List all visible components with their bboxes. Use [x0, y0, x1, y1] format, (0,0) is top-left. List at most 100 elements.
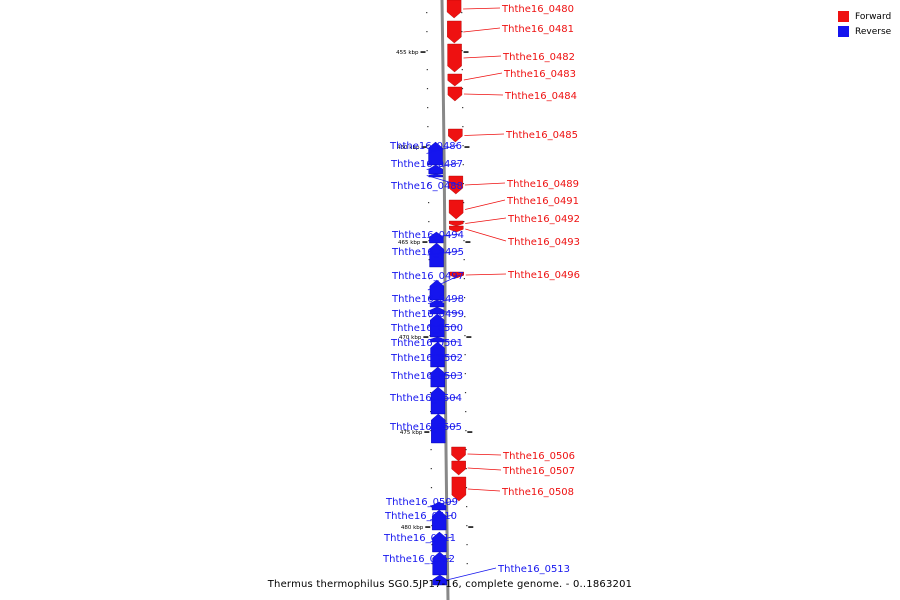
leader-line [463, 72, 503, 81]
gene-label-ththe16_0498[interactable]: Ththe16_0498 [391, 294, 464, 305]
minor-tick [463, 221, 465, 223]
gene-arrow-ththe16_0481[interactable] [447, 20, 462, 44]
gene-label-ththe16_0513[interactable]: Ththe16_0513 [497, 564, 570, 575]
gene-arrow-ththe16_0507[interactable] [451, 460, 466, 476]
gene-label-ththe16_0488[interactable]: Ththe16_0488 [390, 181, 463, 192]
legend-label-reverse: Reverse [855, 26, 892, 37]
gene-label-ththe16_0497[interactable]: Ththe16_0497 [391, 271, 464, 282]
gene-arrow-ththe16_0493[interactable] [449, 225, 464, 233]
scale-ticks: 455 kbp 460 kbp 465 kbp 470 kbp 475 kbp 480 k… [396, 12, 474, 565]
gene-arrow-ththe16_0492[interactable] [449, 220, 464, 227]
minor-tick [465, 430, 467, 432]
leader-line [428, 374, 460, 378]
gene-label-ththe16_0494[interactable]: Ththe16_0494 [391, 230, 464, 241]
minor-tick [431, 563, 433, 565]
minor-tick [430, 468, 432, 470]
minor-tick [461, 50, 463, 52]
scale-tick-label: 460 kbp [397, 145, 420, 151]
minor-tick [462, 107, 464, 109]
gene-label-ththe16_0491[interactable]: Ththe16_0491 [506, 196, 579, 207]
minor-tick [427, 126, 429, 128]
minor-tick [430, 449, 432, 451]
gene-label-ththe16_0486[interactable]: Ththe16_0486 [389, 141, 462, 152]
leader-line [428, 310, 461, 314]
gene-arrow-ththe16_0489[interactable] [448, 175, 464, 195]
minor-tick [466, 525, 468, 527]
major-tick [422, 241, 428, 243]
gene-label-ththe16_0506[interactable]: Ththe16_0506 [502, 451, 575, 462]
gene-label-ththe16_0505[interactable]: Ththe16_0505 [389, 422, 462, 433]
leader-line [430, 514, 454, 521]
gene-label-ththe16_0484[interactable]: Ththe16_0484 [504, 91, 577, 102]
gene-label-ththe16_0492[interactable]: Ththe16_0492 [507, 214, 580, 225]
gene-arrow-ththe16_0508[interactable] [451, 476, 467, 502]
minor-tick [463, 278, 465, 280]
scale-tick-label: 480 kbp [401, 525, 424, 531]
gene-label-ththe16_0483[interactable]: Ththe16_0483 [503, 69, 576, 80]
gene-label-ththe16_0493[interactable]: Ththe16_0493 [507, 237, 580, 248]
gene-label-ththe16_0499[interactable]: Ththe16_0499 [391, 309, 464, 320]
gene-label-ththe16_0480[interactable]: Ththe16_0480 [501, 4, 574, 15]
minor-tick [426, 69, 428, 71]
minor-tick [426, 31, 428, 33]
gene-arrow-ththe16_0485[interactable] [448, 128, 463, 143]
gene-arrow-ththe16_0510[interactable] [432, 509, 447, 531]
leader-line [463, 7, 501, 10]
gene-arrow-ththe16_0482[interactable] [447, 43, 462, 73]
gene-label-ththe16_0487[interactable]: Ththe16_0487 [390, 159, 463, 170]
major-tick [465, 241, 471, 243]
gene-arrow-ththe16_0505[interactable] [431, 413, 446, 444]
leader-line [465, 217, 507, 224]
leader-line [464, 182, 506, 186]
major-tick [425, 526, 431, 528]
gene-label-ththe16_0482[interactable]: Ththe16_0482 [502, 52, 575, 63]
gene-label-ththe16_0489[interactable]: Ththe16_0489 [506, 179, 579, 190]
minor-tick [426, 12, 428, 14]
gene-label-ththe16_0511[interactable]: Ththe16_0511 [383, 533, 456, 544]
gene-label-ththe16_0509[interactable]: Ththe16_0509 [385, 497, 458, 508]
gene-label-ththe16_0481[interactable]: Ththe16_0481 [501, 24, 574, 35]
minor-tick [427, 107, 429, 109]
gene-arrow-ththe16_0480[interactable] [446, 0, 462, 19]
gene-label-ththe16_0502[interactable]: Ththe16_0502 [390, 353, 463, 364]
gene-arrow-ththe16_0491[interactable] [448, 199, 464, 220]
minor-tick [463, 297, 466, 299]
gene-arrow-ththe16_0495[interactable] [429, 242, 444, 268]
minor-tick [463, 202, 465, 204]
gene-arrow-ththe16_0483[interactable] [447, 73, 462, 87]
gene-label-ththe16_0495[interactable]: Ththe16_0495 [391, 247, 464, 258]
gene-label-ththe16_0485[interactable]: Ththe16_0485 [505, 130, 578, 141]
minor-tick [427, 183, 430, 185]
gene-label-ththe16_0496[interactable]: Ththe16_0496 [507, 270, 580, 281]
gene-arrow-ththe16_0506[interactable] [451, 446, 466, 462]
gene-label-ththe16_0508[interactable]: Ththe16_0508 [501, 487, 574, 498]
gene-label-ththe16_0512[interactable]: Ththe16_0512 [382, 554, 455, 565]
leader-line [427, 250, 461, 256]
minor-tick [464, 354, 466, 356]
leader-line [465, 199, 506, 210]
leader-line [446, 567, 497, 581]
leader-line [463, 93, 504, 96]
gene-label-ththe16_0501[interactable]: Ththe16_0501 [390, 338, 463, 349]
gene-arrow-ththe16_0496[interactable] [449, 271, 464, 279]
minor-tick [431, 525, 433, 527]
gene-label-ththe16_0510[interactable]: Ththe16_0510 [384, 511, 457, 522]
leader-line [427, 274, 461, 291]
reverse-swatch [838, 26, 849, 37]
gene-label-ththe16_0507[interactable]: Ththe16_0507 [502, 466, 575, 477]
gene-arrow-ththe16_0484[interactable] [447, 86, 463, 102]
gene-label-ththe16_0504[interactable]: Ththe16_0504 [389, 393, 462, 404]
minor-tick [429, 392, 432, 394]
leader-line [428, 325, 460, 328]
major-tick [420, 51, 426, 53]
major-tick [421, 146, 427, 148]
gene-arrow-ththe16_0488[interactable] [428, 173, 443, 178]
minor-tick [461, 12, 463, 14]
minor-tick [465, 487, 468, 489]
minor-tick [461, 88, 464, 90]
gene-label-ththe16_0503[interactable]: Ththe16_0503 [390, 371, 463, 382]
leader-line [428, 354, 460, 358]
scale-tick-label: 465 kbp [398, 240, 421, 246]
gene-label-ththe16_0500[interactable]: Ththe16_0500 [390, 323, 463, 334]
gene-arrow-ththe16_0513[interactable] [432, 574, 447, 586]
